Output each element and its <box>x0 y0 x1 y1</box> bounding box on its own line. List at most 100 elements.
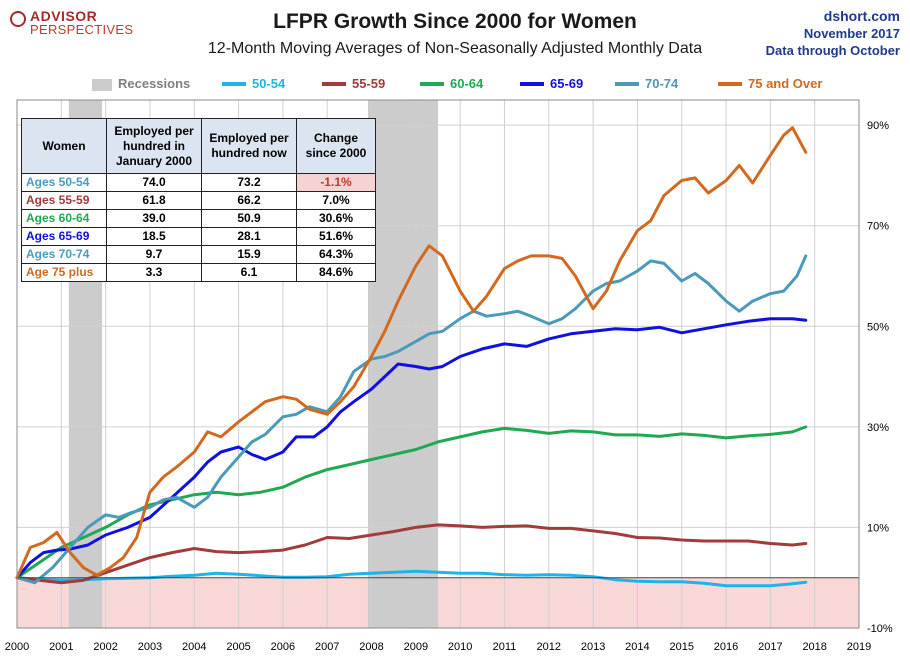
x-tick-label: 2016 <box>714 641 738 653</box>
cell-change: 64.3% <box>296 245 376 264</box>
x-tick-label: 2003 <box>138 641 162 653</box>
x-tick-label: 2018 <box>802 641 826 653</box>
legend-item: 65-69 <box>520 76 583 91</box>
cell-now: 50.9 <box>201 209 297 228</box>
x-tick-label: 2011 <box>493 641 517 653</box>
row-label: Ages 70-74 <box>21 245 107 264</box>
legend-item: 75 and Over <box>718 76 822 91</box>
site-name: dshort.com <box>823 8 900 24</box>
row-label: Ages 65-69 <box>21 227 107 246</box>
cell-change: 30.6% <box>296 209 376 228</box>
logo: ADVISOR PERSPECTIVES <box>10 8 140 38</box>
y-tick-label: 50% <box>867 321 889 333</box>
x-tick-label: 2002 <box>93 641 117 653</box>
summary-table: Women Employed per hundred in January 20… <box>21 118 376 282</box>
x-tick-label: 2012 <box>537 641 561 653</box>
x-tick-label: 2005 <box>226 641 250 653</box>
chart-legend: Recessions 50-54 55-59 60-64 65-69 70-74 75 an… <box>0 76 910 96</box>
table-row: Ages 65-69 18.5 28.1 51.6% <box>21 227 376 246</box>
legend-swatch <box>520 81 544 86</box>
y-tick-label: -10% <box>867 623 893 635</box>
cell-now: 15.9 <box>201 245 297 264</box>
table-row: Age 75 plus 3.3 6.1 84.6% <box>21 263 376 282</box>
x-tick-label: 2015 <box>669 641 693 653</box>
logo-compass-icon <box>10 11 26 27</box>
x-tick-label: 2007 <box>315 641 339 653</box>
table-row: Ages 55-59 61.8 66.2 7.0% <box>21 191 376 210</box>
x-tick-label: 2004 <box>182 641 206 653</box>
cell-now: 6.1 <box>201 263 297 282</box>
row-label: Age 75 plus <box>21 263 107 282</box>
x-tick-label: 2006 <box>271 641 295 653</box>
y-tick-label: 10% <box>867 522 889 534</box>
x-tick-label: 2000 <box>5 641 29 653</box>
cell-jan2000: 39.0 <box>106 209 202 228</box>
summary-header-row: Women Employed per hundred in January 20… <box>21 118 376 174</box>
table-row: Ages 60-64 39.0 50.9 30.6% <box>21 209 376 228</box>
x-tick-label: 2009 <box>404 641 428 653</box>
date-line1: November 2017 <box>803 26 900 41</box>
legend-item: 60-64 <box>420 76 483 91</box>
legend-swatch <box>92 78 112 91</box>
table-row: Ages 50-54 74.0 73.2 -1.1% <box>21 173 376 192</box>
table-row: Ages 70-74 9.7 15.9 64.3% <box>21 245 376 264</box>
date-line2: Data through October <box>765 43 900 58</box>
row-label: Ages 60-64 <box>21 209 107 228</box>
legend-item: 55-59 <box>322 76 385 91</box>
logo-line1: ADVISOR <box>30 8 98 24</box>
legend-label: 70-74 <box>645 76 679 91</box>
series-line <box>15 317 808 580</box>
x-tick-label: 2010 <box>448 641 472 653</box>
cell-jan2000: 61.8 <box>106 191 202 210</box>
series-line <box>15 126 808 580</box>
row-label: Ages 55-59 <box>21 191 107 210</box>
cell-change: 84.6% <box>296 263 376 282</box>
y-tick-label: 90% <box>867 120 889 132</box>
legend-item: Recessions <box>92 76 190 91</box>
cell-jan2000: 9.7 <box>106 245 202 264</box>
logo-line2: PERSPECTIVES <box>30 22 134 37</box>
cell-change: 7.0% <box>296 191 376 210</box>
legend-label: 50-54 <box>252 76 286 91</box>
legend-label: 65-69 <box>550 76 584 91</box>
x-tick-label: 2013 <box>581 641 605 653</box>
legend-swatch <box>420 81 444 86</box>
cell-change: -1.1% <box>296 173 376 192</box>
cell-now: 66.2 <box>201 191 297 210</box>
x-tick-label: 2019 <box>847 641 871 653</box>
cell-now: 73.2 <box>201 173 297 192</box>
cell-jan2000: 18.5 <box>106 227 202 246</box>
header-change: Change since 2000 <box>296 118 376 174</box>
legend-item: 70-74 <box>615 76 678 91</box>
legend-swatch <box>718 81 742 86</box>
chart-title: LFPR Growth Since 2000 for Women <box>273 10 637 33</box>
x-tick-label: 2014 <box>625 641 649 653</box>
chart-subtitle: 12-Month Moving Averages of Non-Seasonal… <box>207 40 703 57</box>
x-tick-label: 2017 <box>758 641 782 653</box>
x-tick-label: 2008 <box>359 641 383 653</box>
plot-border <box>16 99 860 629</box>
series-line <box>15 254 808 585</box>
row-label: Ages 50-54 <box>21 173 107 192</box>
legend-item: 50-54 <box>222 76 285 91</box>
cell-jan2000: 3.3 <box>106 263 202 282</box>
legend-label: 60-64 <box>450 76 484 91</box>
legend-swatch <box>222 81 246 86</box>
legend-label: Recessions <box>118 76 191 91</box>
cell-now: 28.1 <box>201 227 297 246</box>
legend-label: 55-59 <box>352 76 386 91</box>
series-line <box>15 425 808 580</box>
cell-jan2000: 74.0 <box>106 173 202 192</box>
series-line <box>15 523 808 585</box>
y-tick-label: 30% <box>867 422 889 434</box>
legend-swatch <box>615 81 639 86</box>
header-jan2000: Employed per hundred in January 2000 <box>106 118 202 174</box>
x-tick-label: 2001 <box>49 641 73 653</box>
legend-swatch <box>322 81 346 86</box>
cell-change: 51.6% <box>296 227 376 246</box>
legend-label: 75 and Over <box>748 76 823 91</box>
y-tick-label: 70% <box>867 221 889 233</box>
header-now: Employed per hundred now <box>201 118 297 174</box>
